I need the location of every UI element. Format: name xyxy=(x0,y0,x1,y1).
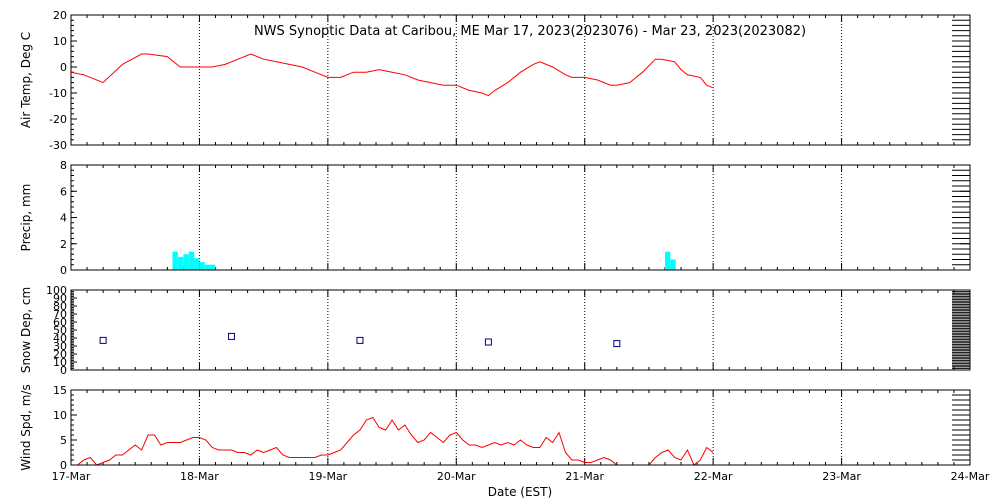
y-tick-label: 4 xyxy=(60,212,67,225)
precip-bar xyxy=(664,251,671,270)
snow-depth-point xyxy=(356,336,364,344)
y-tick-label: 20 xyxy=(53,348,67,361)
y-tick-label: 0 xyxy=(60,364,67,377)
x-tick-label: 23-Mar xyxy=(822,470,861,483)
x-axis-label: Date (EST) xyxy=(488,485,552,499)
panel-frame xyxy=(70,289,971,371)
panel-data-0 xyxy=(71,53,714,97)
y-tick-label: 90 xyxy=(53,292,67,305)
snow-depth-point xyxy=(99,336,107,344)
panel-data-3 xyxy=(71,416,714,465)
precip-bar xyxy=(210,264,216,270)
y-tick-label: 0 xyxy=(60,264,67,277)
x-tick-label: 18-Mar xyxy=(180,470,219,483)
x-tick-label: 24-Mar xyxy=(951,470,990,483)
panel-1: 0 2 4 6 8 Precip, mm xyxy=(19,159,971,277)
y-tick-label: 10 xyxy=(53,409,67,422)
panel-frame xyxy=(70,14,971,146)
y-tick-label: 0 xyxy=(60,459,67,472)
y-tick-label: 6 xyxy=(60,185,67,198)
y-tick-label: 15 xyxy=(53,384,67,397)
y-tick-label: 60 xyxy=(53,316,67,329)
x-tick-label: 21-Mar xyxy=(565,470,604,483)
panel-frame xyxy=(70,164,971,271)
series-line xyxy=(71,416,714,465)
precip-bar xyxy=(670,259,676,270)
precip-bar xyxy=(188,251,195,270)
precip-bar xyxy=(172,251,178,270)
series-line xyxy=(71,53,714,97)
panel-data-1 xyxy=(172,251,676,270)
y-tick-label: 8 xyxy=(60,159,67,172)
y-axis-label: Snow Dep, cm xyxy=(19,287,33,373)
panel-frame xyxy=(70,389,971,466)
snow-depth-point xyxy=(484,338,492,346)
x-tick-label: 19-Mar xyxy=(308,470,347,483)
y-axis-label: Precip, mm xyxy=(19,184,33,252)
y-tick-label: -30 xyxy=(49,139,67,152)
y-tick-label: 30 xyxy=(53,340,67,353)
panel-0: -30 -20 -10 0 10 20 Air Temp, Deg C xyxy=(19,9,971,152)
precip-bar xyxy=(204,264,211,270)
y-tick-label: -10 xyxy=(49,87,67,100)
y-tick-label: 10 xyxy=(53,356,67,369)
y-tick-label: 5 xyxy=(60,434,67,447)
precip-bar xyxy=(183,254,189,270)
y-tick-label: 2 xyxy=(60,238,67,251)
y-tick-label: 0 xyxy=(60,61,67,74)
y-tick-label: -20 xyxy=(49,113,67,126)
precip-bar xyxy=(194,258,200,270)
y-tick-label: 40 xyxy=(53,332,67,345)
y-tick-label: 20 xyxy=(53,9,67,22)
panel-3: 0 5 10 15 Wind Spd, m/s xyxy=(19,384,971,472)
panel-data-2 xyxy=(99,332,621,348)
snow-depth-point xyxy=(613,340,621,348)
figure-title: NWS Synoptic Data at Caribou, ME Mar 17,… xyxy=(254,24,806,39)
x-tick-label: 22-Mar xyxy=(694,470,733,483)
y-tick-label: 70 xyxy=(53,308,67,321)
y-tick-label: 80 xyxy=(53,300,67,313)
y-axis-label: Wind Spd, m/s xyxy=(19,384,33,470)
y-tick-label: 50 xyxy=(53,324,67,337)
precip-bar xyxy=(199,262,205,270)
snow-depth-point xyxy=(228,332,236,340)
y-tick-label: 10 xyxy=(53,35,67,48)
x-tick-label: 17-Mar xyxy=(52,470,91,483)
x-tick-label: 20-Mar xyxy=(437,470,476,483)
y-axis-label: Air Temp, Deg C xyxy=(19,32,33,128)
y-tick-label: 100 xyxy=(46,284,67,297)
precip-bar xyxy=(177,256,184,270)
